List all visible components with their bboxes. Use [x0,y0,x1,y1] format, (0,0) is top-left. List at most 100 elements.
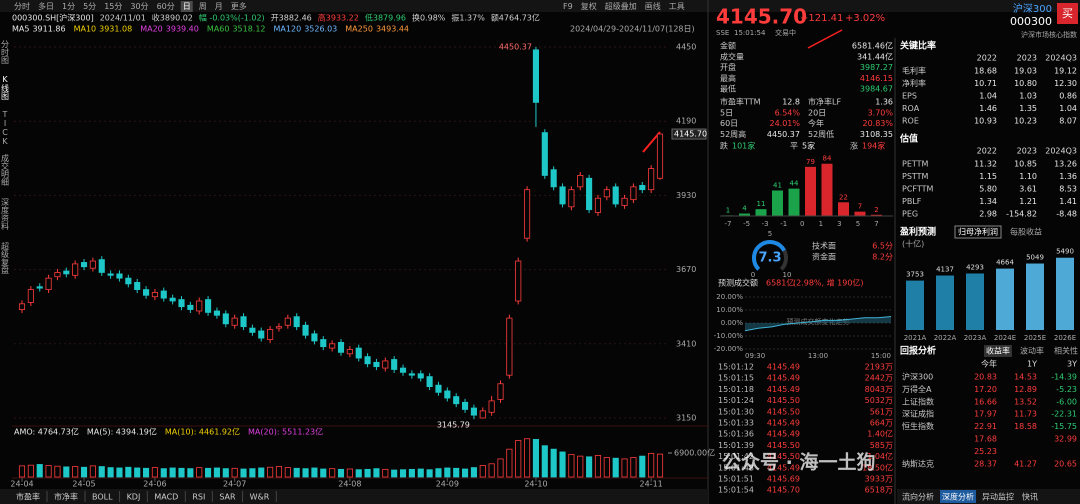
volume-bar [213,467,221,478]
indicator-tab[interactable]: KDJ [127,493,141,502]
volume-bar [506,448,513,478]
volume-bar [497,458,504,478]
candle-body [639,185,646,191]
tick-volume: 561万 [870,407,893,416]
column-header: 3Y [1067,360,1077,369]
side-tab[interactable]: 深度资料 [1,198,10,231]
buy-button[interactable] [1057,3,1078,24]
tab[interactable]: 多日 [38,1,54,11]
bar-label: 4293 [966,263,984,271]
side-tab[interactable]: 成交明细 [1,153,10,187]
tab[interactable]: 相关性 [1054,346,1078,356]
cell: -8.48 [1056,210,1077,219]
volume-bar [116,467,123,478]
candle-body [444,390,451,399]
candle-body [621,197,628,206]
side-tab[interactable]: 分时图 [1,40,10,65]
indicator-tab[interactable]: RSI [192,493,205,502]
candle-body [275,326,283,329]
volume-bar [320,468,327,478]
tab[interactable]: 日 [183,2,191,11]
indicator-tab[interactable]: 市净率 [54,492,78,502]
candle-body [630,186,637,201]
tool[interactable]: 画线 [645,1,661,11]
tab[interactable]: 波动率 [1020,346,1044,356]
candle-body [329,343,336,349]
indicator-tab[interactable]: BOLL [92,493,113,502]
panel-tab[interactable]: 快讯 [1022,492,1038,502]
volume-bar [399,469,407,478]
count-value: 101家 [732,141,755,151]
breadth-bar [755,209,767,216]
row-label: 万得全A [902,384,932,394]
volume-bar [275,466,283,478]
tab[interactable]: 1分 [62,2,75,11]
gauge-value [752,240,786,271]
stat-label: 今年 [808,118,824,128]
panel-tab[interactable]: 异动监控 [982,492,1014,502]
ma-value: 3931.08 [99,25,132,34]
tool[interactable]: F9 [563,2,573,11]
volume-bar [125,466,132,478]
ma-value: 3911.86 [32,25,65,34]
indicator-tab[interactable]: 市盈率 [16,492,40,502]
tab[interactable]: 15分 [104,2,122,11]
volume-bar [293,467,300,478]
buy-label[interactable]: 买 [1062,7,1073,20]
candle-body [222,313,229,325]
volume-bar [391,469,398,478]
volume-bar [524,438,531,478]
candle-body [187,304,194,310]
row-label: PEG [902,210,918,219]
column-header: 2023 [1017,147,1037,156]
tab[interactable]: 更多 [231,1,247,11]
tab[interactable]: 归母净利润 [958,227,998,237]
column-header: 2023 [1017,54,1037,63]
stat-label: 52周低 [808,129,834,139]
volume-bar [408,468,415,478]
tab[interactable]: 月 [215,2,223,11]
y-tick-label: 3150 [676,414,696,423]
candle-body [594,197,602,213]
tab[interactable]: 5分 [83,2,96,11]
stat-value: 341.44亿 [857,51,893,61]
panel-tab[interactable]: 流向分析 [902,492,934,502]
x-tick-label: 24-06 [143,480,166,489]
candle-body [284,317,291,326]
side-tab[interactable]: TICK [1,110,10,146]
indicator-tab[interactable]: MACD [154,493,178,502]
stat-label: 最高 [720,73,736,83]
tab[interactable]: 周 [199,2,207,11]
row-label: EPS [902,92,917,101]
forecast-detail: (2.98%, 增 190亿) [793,278,864,288]
candle-body [169,297,176,302]
tab[interactable]: 30分 [130,2,148,11]
volume-bar [196,467,203,478]
tick-price: 4145.49 [767,374,800,383]
cell: 10.71 [974,79,997,88]
tool[interactable]: 超级叠加 [605,1,637,11]
cell: 17.20 [974,385,997,394]
volume-bar [36,464,43,478]
tool[interactable]: 复权 [581,1,597,11]
y-tick-label: -10.00% [714,332,744,340]
tick-volume: 8043万 [865,385,893,394]
tab[interactable]: 每股收益 [1010,227,1042,237]
side-tab[interactable]: K线图 [1,75,10,101]
cell: 11.73 [1014,410,1037,419]
forecast-area [745,316,891,331]
candle-body [559,186,566,205]
tab[interactable]: 分时 [14,1,30,11]
volume-bar [612,457,619,478]
indicator-tab[interactable]: SAR [219,493,236,502]
indicator-tab[interactable]: W&R [250,493,270,502]
tick-time: 15:01:33 [718,419,754,428]
gauge-tick: 5 [768,230,772,238]
tab[interactable]: 60分 [157,2,175,11]
tab[interactable]: 收益率 [986,346,1010,356]
tool[interactable]: 工具 [669,2,685,11]
side-tab[interactable]: 超级复盘 [1,241,10,274]
volume-bar [18,465,26,478]
panel-tab[interactable]: 深度分析 [942,492,974,502]
